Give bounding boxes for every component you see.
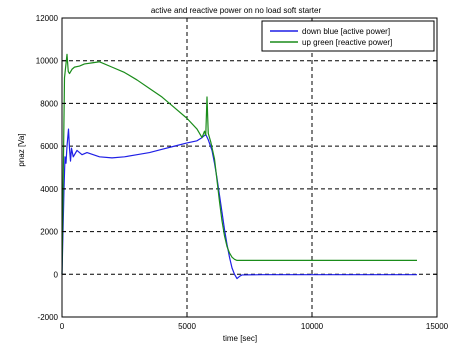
x-tick-label: 0 bbox=[60, 322, 65, 331]
x-tick-label: 15000 bbox=[426, 322, 449, 331]
y-tick-label: 4000 bbox=[40, 185, 58, 194]
series-line-active-power bbox=[61, 128, 417, 280]
y-tick-label: 10000 bbox=[36, 57, 59, 66]
y-axis-label: pnaz [Va] bbox=[17, 133, 26, 166]
y-tick-label: 2000 bbox=[40, 228, 58, 237]
y-tick-label: 12000 bbox=[36, 14, 59, 23]
series-line-reactive-power bbox=[61, 53, 417, 275]
plot-area bbox=[62, 18, 437, 317]
plot-frame bbox=[61, 17, 438, 318]
x-tick-label: 5000 bbox=[178, 322, 196, 331]
chart-title: active and reactive power on no load sof… bbox=[151, 6, 322, 15]
y-tick-label: 0 bbox=[54, 270, 59, 279]
y-tick-label: -2000 bbox=[38, 313, 59, 322]
y-tick-label: 8000 bbox=[40, 99, 58, 108]
legend-entry-label: up green [reactive power] bbox=[302, 38, 392, 47]
x-tick-label: 10000 bbox=[301, 322, 324, 331]
plot-layer: 0 5000 10000 15000-200002000400060008000100… bbox=[36, 14, 449, 331]
legend-box bbox=[261, 20, 435, 52]
x-axis-label: time [sec] bbox=[223, 334, 257, 343]
y-tick-label: 6000 bbox=[40, 142, 58, 151]
legend-entry-label: down blue [active power] bbox=[302, 27, 390, 36]
